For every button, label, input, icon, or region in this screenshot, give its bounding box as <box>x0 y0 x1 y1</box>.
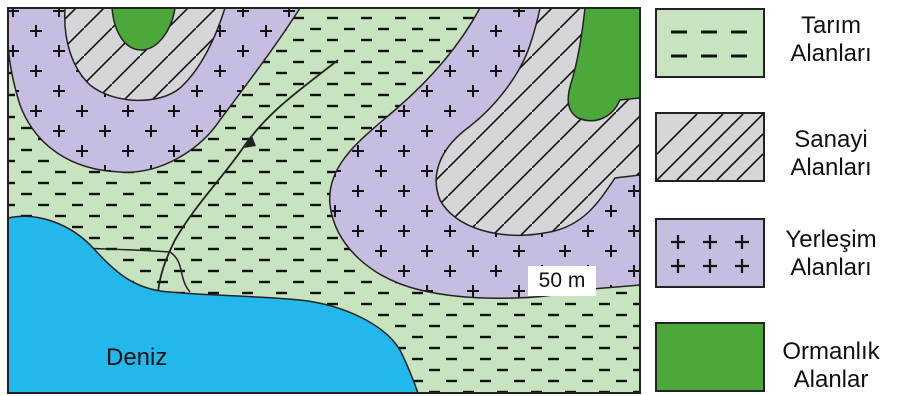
map-frame <box>7 7 641 394</box>
legend-swatch-forest <box>655 322 765 392</box>
plus-signs-icon <box>657 220 763 286</box>
stream-line <box>157 59 339 293</box>
legend-label-residential: Yerleşim Alanları <box>785 226 877 281</box>
legend-label-industry: Sanayi Alanları <box>790 126 872 181</box>
contour-label: 50 m <box>528 266 596 296</box>
sea-label: Deniz <box>106 344 168 371</box>
legend-label-agriculture: Tarım Alanları <box>790 12 872 67</box>
dashes-icon <box>657 10 763 76</box>
stream-arrow <box>244 136 256 148</box>
legend-swatch-residential <box>655 218 765 288</box>
industry-area-northwest <box>63 7 227 102</box>
diagonal-lines-icon <box>656 113 764 181</box>
legend-label-forest: Ormanlık Alanlar <box>782 338 880 393</box>
forest-area-northwest <box>111 7 176 51</box>
legend-swatch-agriculture <box>655 8 765 78</box>
sea-area <box>7 215 420 394</box>
forest-area-east <box>567 7 641 122</box>
legend-swatch-industry <box>655 112 765 182</box>
